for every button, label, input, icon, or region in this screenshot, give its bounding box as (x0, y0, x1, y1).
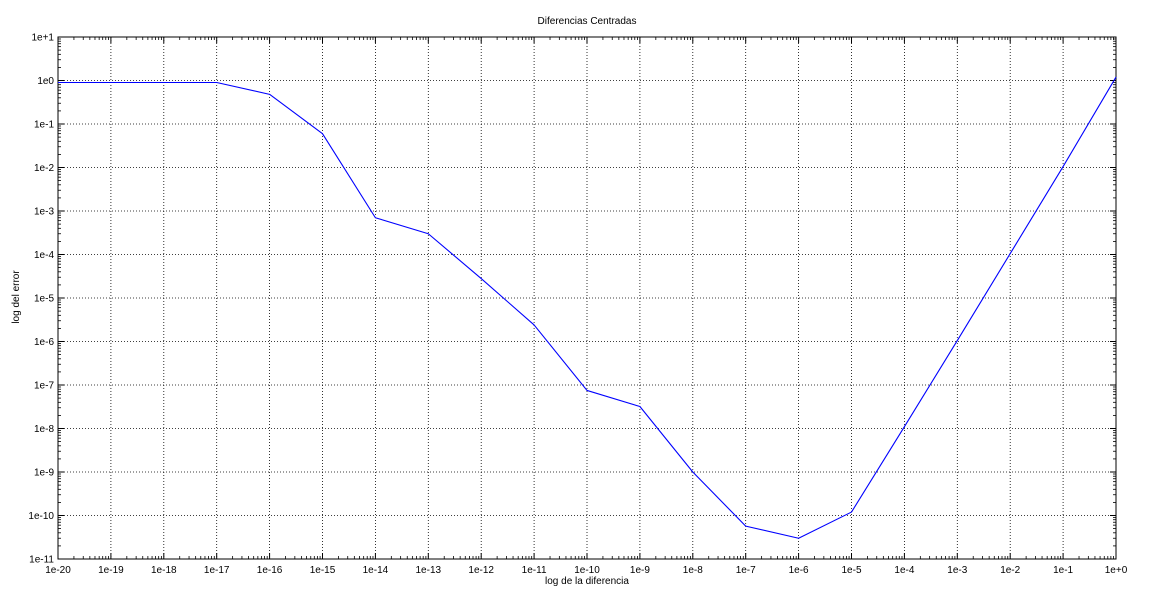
x-tick-label: 1e-11 (522, 565, 547, 576)
x-tick-label: 1e-3 (947, 565, 967, 576)
x-tick-label: 1e-19 (98, 565, 124, 576)
x-tick-label: 1e-5 (841, 565, 861, 576)
y-tick-label: 1e-9 (34, 468, 54, 479)
x-tick-label: 1e-2 (1000, 565, 1020, 576)
y-tick-label: 1e-11 (29, 555, 54, 566)
x-tick-labels: 1e-20 1e-19 1e-18 1e-17 1e-16 1e-15 1e-14 1e-13… (45, 565, 1127, 576)
x-tick-label: 1e-17 (204, 565, 230, 576)
x-tick-label: 1e-13 (416, 565, 442, 576)
x-tick-label: 1e-8 (683, 565, 703, 576)
y-tick-label: 1e-10 (28, 511, 54, 522)
y-tick-label: 1e-3 (34, 207, 54, 218)
x-tick-label: 1e-12 (468, 565, 494, 576)
x-tick-label: 1e-1 (1053, 565, 1073, 576)
x-tick-label: 1e-16 (257, 565, 283, 576)
series-layer (58, 76, 1117, 539)
plot-frame (57, 36, 1117, 560)
x-tick-label: 1e-15 (310, 565, 336, 576)
x-tick-label: 1e-20 (45, 565, 71, 576)
y-tick-label: 1e-7 (34, 381, 54, 392)
x-tick-label: 1e-7 (736, 565, 756, 576)
y-tick-label: 1e0 (37, 76, 54, 87)
x-tick-label: 1e-9 (630, 565, 650, 576)
y-tick-label: 1e-2 (34, 163, 54, 174)
y-tick-labels: 1e-11 1e-10 1e-9 1e-8 1e-7 1e-6 1e-5 1e-4 1e-3 1e… (28, 33, 54, 566)
x-tick-label: 1e-4 (894, 565, 914, 576)
grid (58, 37, 1116, 559)
y-tick-label: 1e-4 (34, 250, 54, 261)
series-line (58, 76, 1117, 539)
x-tick-label: 1e+0 (1105, 565, 1128, 576)
chart-title: Diferencias Centradas (538, 16, 637, 27)
x-tick-label: 1e-14 (363, 565, 389, 576)
x-tick-label: 1e-10 (574, 565, 600, 576)
x-tick-label: 1e-18 (151, 565, 177, 576)
y-tick-label: 1e-1 (34, 120, 54, 131)
x-axis-label: log de la diferencia (545, 576, 629, 587)
y-axis-label: log del error (11, 270, 22, 324)
y-tick-label: 1e-8 (34, 424, 54, 435)
y-tick-label: 1e-6 (34, 337, 54, 348)
y-tick-label: 1e-5 (34, 294, 54, 305)
y-tick-label: 1e+1 (31, 33, 54, 44)
x-tick-label: 1e-6 (789, 565, 809, 576)
